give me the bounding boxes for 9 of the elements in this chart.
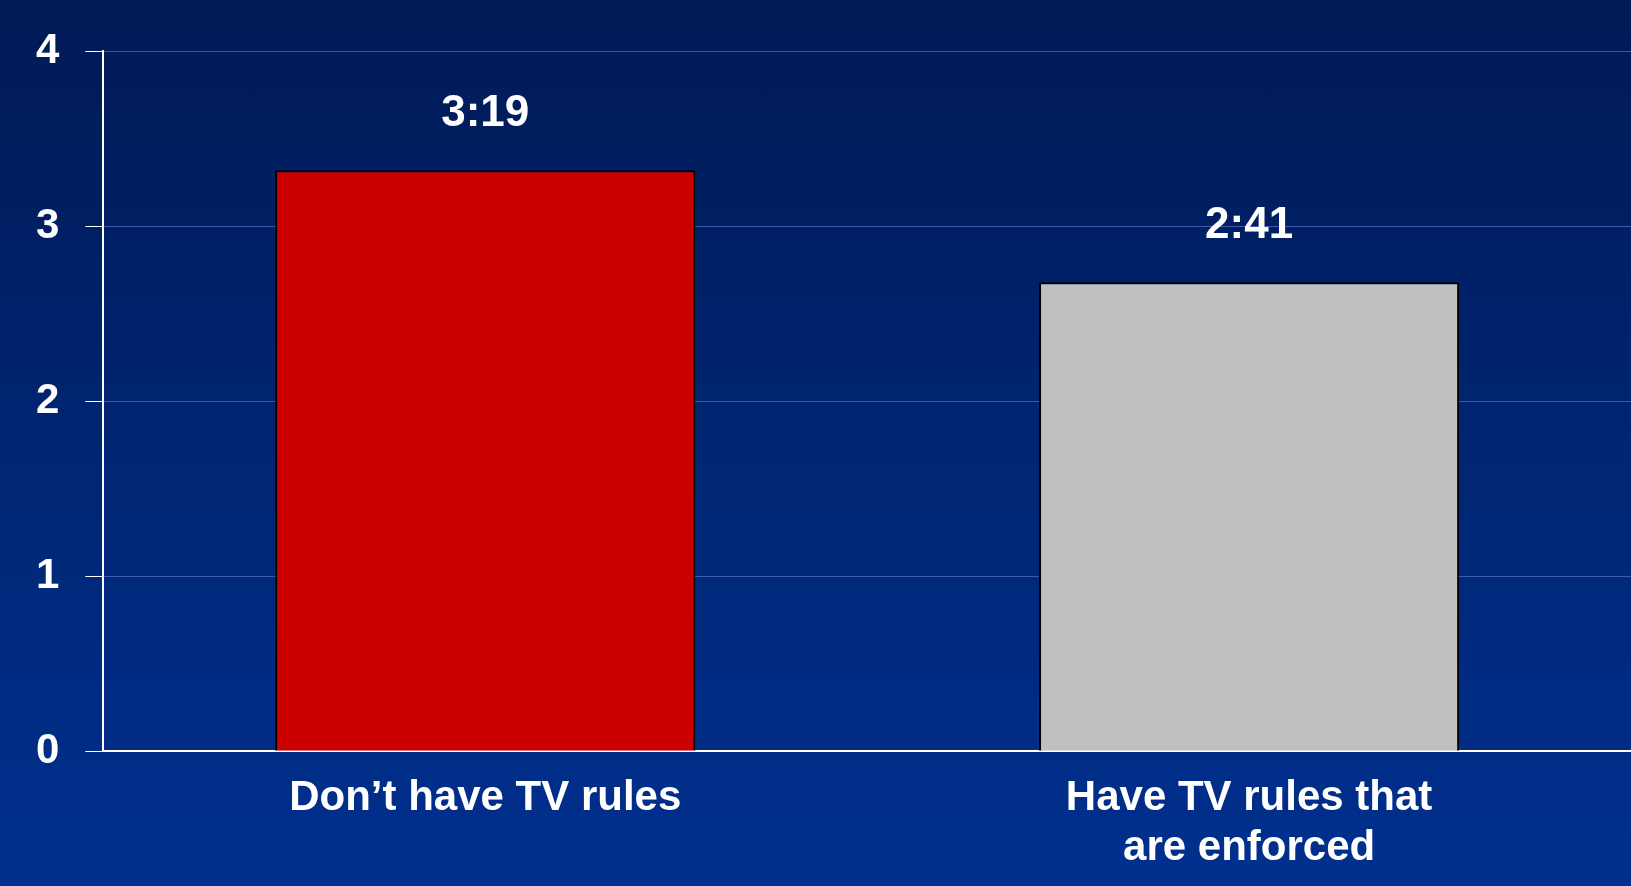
x-tick-label: Have TV rules that are enforced: [1065, 771, 1433, 870]
data-label: 2:41: [1205, 198, 1294, 248]
x-tick-label: Don’t have TV rules: [289, 771, 682, 819]
y-tick-label: 4: [36, 24, 60, 72]
y-tick-label: 2: [36, 374, 60, 422]
y-tick-label: 0: [36, 724, 60, 772]
data-label: 3:19: [441, 86, 530, 136]
y-tick-label: 3: [36, 199, 60, 247]
y-tick-label: 1: [36, 549, 60, 597]
